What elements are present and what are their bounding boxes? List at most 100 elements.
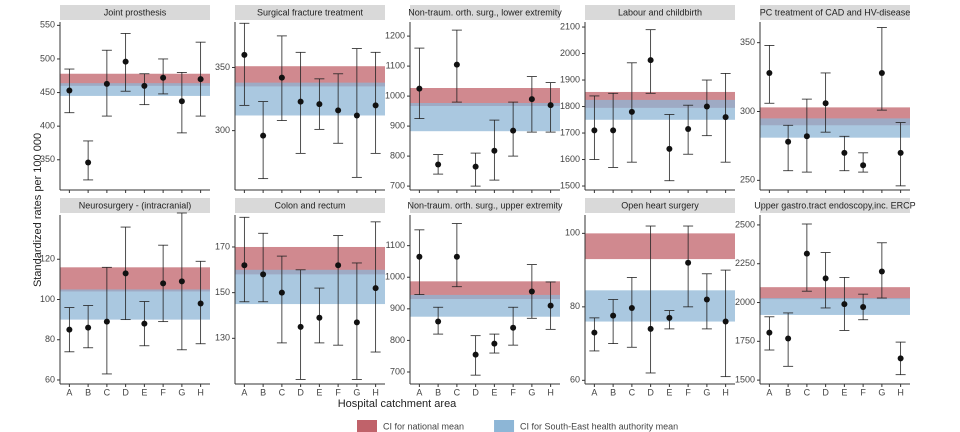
- ci-band: [585, 290, 735, 322]
- point: [85, 159, 92, 166]
- ci-band: [410, 294, 560, 317]
- y-tick-label: 1100: [386, 240, 405, 250]
- y-tick-label: 800: [390, 150, 405, 160]
- x-tick-label: B: [610, 387, 616, 397]
- x-tick-label: F: [335, 387, 341, 397]
- strip: [235, 198, 385, 213]
- x-tick-label: H: [372, 387, 379, 397]
- ci-band: [410, 88, 560, 106]
- y-tick-label: 2100: [560, 21, 580, 31]
- point: [178, 98, 185, 105]
- x-tick-label: B: [435, 387, 441, 397]
- point: [160, 280, 167, 287]
- y-tick-label: 350: [40, 154, 55, 164]
- strip: [760, 198, 910, 213]
- y-tick-label: 1500: [735, 374, 755, 384]
- y-tick-label: 350: [215, 62, 230, 72]
- y-tick-label: 1200: [385, 30, 405, 40]
- point: [803, 133, 810, 140]
- x-tick-label: D: [647, 387, 654, 397]
- x-tick-label: C: [804, 387, 811, 397]
- strip: [235, 5, 385, 20]
- ci-band: [410, 281, 560, 300]
- x-tick-label: D: [822, 387, 829, 397]
- x-tick-label: A: [591, 387, 597, 397]
- x-tick-label: E: [841, 387, 847, 397]
- point: [472, 163, 479, 170]
- point: [647, 57, 654, 64]
- y-tick-label: 400: [40, 121, 55, 131]
- x-tick-label: A: [416, 387, 422, 397]
- y-tick-label: 550: [40, 20, 55, 30]
- point: [372, 285, 379, 292]
- point: [472, 351, 479, 358]
- y-tick-label: 300: [740, 106, 755, 116]
- legend-swatch: [494, 420, 515, 432]
- y-tick-label: 170: [215, 241, 230, 251]
- x-tick-label: C: [104, 387, 111, 397]
- legend-swatch: [357, 420, 377, 432]
- point: [416, 253, 423, 260]
- y-tick-label: 1750: [735, 336, 755, 346]
- point: [547, 302, 554, 309]
- ci-band: [410, 103, 560, 132]
- panel-title: Labour and childbirth: [618, 7, 702, 17]
- point: [85, 324, 92, 331]
- y-tick-label: 700: [390, 366, 405, 376]
- panel-title: Joint prosthesis: [104, 7, 167, 17]
- point: [766, 329, 773, 336]
- point: [453, 61, 460, 68]
- point: [647, 325, 654, 332]
- point: [610, 312, 617, 319]
- y-tick-label: 1900: [560, 74, 580, 84]
- point: [510, 324, 517, 331]
- point: [766, 69, 773, 76]
- point: [103, 80, 110, 87]
- x-tick-label: F: [160, 387, 166, 397]
- point: [685, 126, 692, 133]
- point: [260, 132, 267, 139]
- point: [160, 74, 167, 81]
- y-tick-label: 60: [45, 374, 55, 384]
- y-tick-label: 2000: [560, 48, 580, 58]
- x-tick-label: F: [510, 387, 516, 397]
- point: [416, 85, 423, 92]
- y-tick-label: 130: [215, 333, 230, 343]
- y-tick-label: 1500: [560, 180, 580, 190]
- strip: [585, 198, 735, 213]
- y-tick-label: 300: [215, 125, 230, 135]
- point: [122, 270, 129, 277]
- strip: [410, 198, 560, 213]
- strip: [410, 5, 560, 20]
- point: [822, 275, 829, 282]
- point: [897, 355, 904, 362]
- point: [197, 76, 204, 83]
- point: [353, 112, 360, 119]
- point: [666, 145, 673, 152]
- legend-label: CI for national mean: [383, 421, 464, 431]
- strip: [760, 5, 910, 20]
- point: [491, 340, 498, 347]
- strip: [60, 198, 210, 213]
- y-tick-label: 800: [390, 335, 405, 345]
- x-tick-label: D: [472, 387, 479, 397]
- x-tick-label: C: [454, 387, 461, 397]
- ci-band: [60, 267, 210, 292]
- x-tick-label: H: [197, 387, 204, 397]
- point: [353, 319, 360, 326]
- panel-title: Open heart surgery: [621, 200, 699, 210]
- point: [878, 69, 885, 76]
- ci-band: [60, 73, 210, 86]
- y-tick-label: 350: [740, 37, 755, 47]
- ci-band: [585, 233, 735, 260]
- y-tick-label: 500: [40, 53, 55, 63]
- strip: [60, 5, 210, 20]
- y-tick-label: 1000: [385, 90, 405, 100]
- y-tick-label: 1000: [385, 272, 405, 282]
- point: [628, 304, 635, 311]
- x-tick-label: B: [260, 387, 266, 397]
- y-tick-label: 2250: [735, 258, 755, 268]
- x-tick-label: G: [353, 387, 360, 397]
- x-tick-label: F: [685, 387, 691, 397]
